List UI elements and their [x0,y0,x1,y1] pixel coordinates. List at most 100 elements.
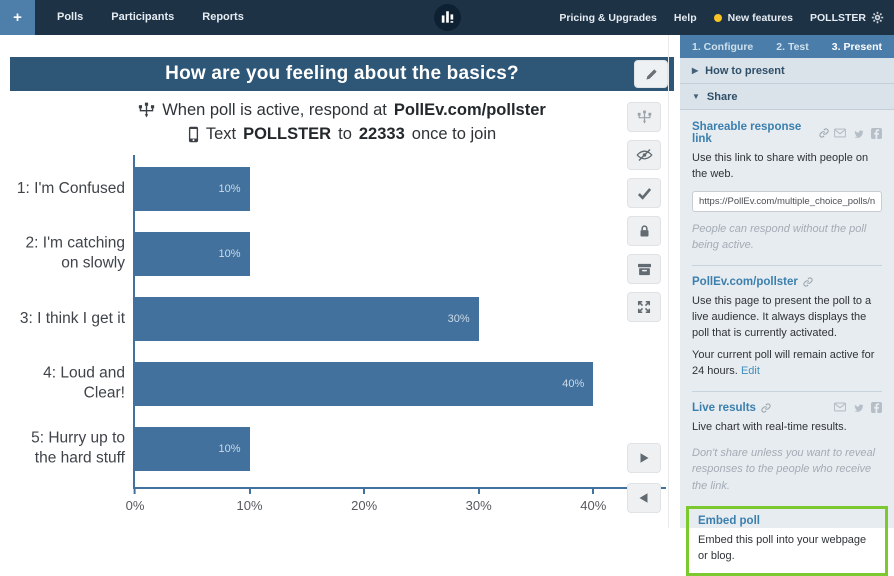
fullscreen-expand-icon [637,300,651,314]
embed-poll-heading: Embed poll [698,515,760,527]
chart-row: 5: Hurry up to the hard stuff 10% [10,427,674,471]
option-label: 5: Hurry up to the hard stuff [31,429,125,467]
correctness-button[interactable] [627,178,661,208]
lock-poll-button[interactable] [627,216,661,246]
section-divider [692,390,882,392]
x-tick-label: 30% [465,498,492,513]
shareable-link-header: Shareable response link [692,121,882,145]
chart-row: 3: I think I get it 30% [10,297,674,341]
tab-present[interactable]: 3. Present [831,40,882,53]
live-results-note: Don't share unless you want to reveal re… [692,446,876,492]
response-network-icon [138,102,155,119]
edit-title-button[interactable] [634,60,668,88]
poll-title-bar: How are you feeling about the basics? [10,57,674,91]
x-tick-label: 10% [236,498,263,513]
pollev-page-description: Use this page to present the poll to a l… [692,294,872,339]
share-panel: Shareable response link Use this lin [680,110,894,576]
poll-active-note: Your current poll will remain active for… [692,348,875,377]
bar-value-label: 30% [447,313,470,325]
pollev-logo[interactable] [433,3,462,32]
response-settings-button[interactable] [627,102,661,132]
previous-slide-button[interactable] [627,483,661,513]
section-divider [692,264,882,266]
email-share-icon[interactable] [834,127,846,139]
result-bar: 10% [135,232,250,276]
sidebar-tabs: 1. Configure 2. Test 3. Present [680,35,894,58]
account-menu[interactable]: POLLSTER [810,11,884,24]
phone-icon [188,126,199,143]
caret-right-icon: ▶ [692,66,699,75]
poll-title: How are you feeling about the basics? [165,63,519,84]
twitter-share-icon[interactable] [853,402,864,413]
link-icon[interactable] [761,402,771,413]
play-icon [640,453,649,463]
link-icon[interactable] [803,277,813,287]
caret-down-icon: ▼ [692,92,700,101]
shareable-link-input[interactable] [692,190,882,212]
facebook-share-icon[interactable] [871,402,882,414]
nav-item-help[interactable]: Help [673,11,697,24]
edit-active-period-link[interactable]: Edit [740,364,760,377]
pollev-page-header: PollEv.com/pollster [692,276,882,288]
option-label: 4: Loud and Clear! [43,364,125,402]
facebook-share-icon[interactable] [871,127,882,139]
pollev-page-heading: PollEv.com/pollster [692,275,798,288]
new-features-dot-icon [713,13,722,22]
tab-configure[interactable]: 1. Configure [692,40,754,53]
present-sidebar: 1. Configure 2. Test 3. Present ▶ How to… [680,35,894,576]
shareable-link-note: People can respond without the poll bein… [692,222,867,252]
tab-test[interactable]: 2. Test [776,40,809,53]
result-bar: 10% [135,167,250,211]
link-icon[interactable] [819,128,829,138]
nav-item-new-features[interactable]: New features [713,12,793,24]
chart-row: 2: I'm catching on slowly 10% [10,232,674,276]
archive-box-icon [637,263,651,275]
fullscreen-button[interactable] [627,292,661,322]
bar-value-label: 10% [218,183,241,195]
live-results-header: Live results [692,402,882,414]
x-tick-label: 0% [125,498,145,513]
embed-poll-section-highlighted: Embed poll Embed this poll into your web… [686,506,888,576]
x-axis-line [133,487,666,489]
result-bar: 10% [135,427,250,471]
embed-poll-description: Embed this poll into your webpage or blo… [698,534,867,562]
response-network-icon [637,110,651,124]
x-axis-ticks: 0% 10% 20% 30% 40% [126,489,662,519]
accordion-how-to-present[interactable]: ▶ How to present [680,58,894,84]
option-label: 3: I think I get it [19,309,125,327]
next-slide-button[interactable] [627,443,661,473]
chart-row: 1: I'm Confused 10% [10,167,674,211]
twitter-share-icon[interactable] [853,128,864,139]
hide-instructions-button[interactable] [627,140,661,170]
accordion-share[interactable]: ▼ Share [680,84,894,110]
y-axis-line [133,155,135,489]
archive-poll-button[interactable] [627,254,661,284]
text-instruction-line: Text POLLSTER to 22333 once to join [10,122,674,146]
email-share-icon[interactable] [834,402,846,413]
plus-icon: + [13,9,22,26]
bar-value-label: 10% [218,443,241,455]
nav-menu: Polls Participants Reports [49,0,264,35]
nav-item-polls[interactable]: Polls [57,11,84,23]
text-number: 22333 [358,125,405,143]
shareable-link-description: Use this link to share with people on th… [692,152,869,180]
nav-item-participants[interactable]: Participants [111,11,175,23]
chart-row: 4: Loud and Clear! 40% [10,362,674,406]
top-navigation: + Polls Participants Reports Pricing & U… [0,0,894,35]
nav-item-pricing[interactable]: Pricing & Upgrades [559,11,657,24]
respond-instruction-line: When poll is active, respond at PollEv.c… [10,98,674,122]
nav-utility-menu: Pricing & Upgrades Help New features POL… [559,0,894,35]
add-poll-button[interactable]: + [0,0,35,35]
lock-icon [640,225,648,237]
results-bar-chart: 1: I'm Confused 10% 2: I'm catching on s… [10,155,674,528]
result-bar: 30% [135,297,479,341]
nav-item-reports[interactable]: Reports [202,11,244,23]
x-tick-label: 20% [351,498,378,513]
checkmark-icon [637,187,651,200]
poll-card: How are you feeling about the basics? Wh… [10,57,674,528]
eye-slash-icon [635,148,653,162]
logo-icon [434,4,461,31]
option-label: 1: I'm Confused [16,179,125,197]
gear-icon [871,11,884,24]
